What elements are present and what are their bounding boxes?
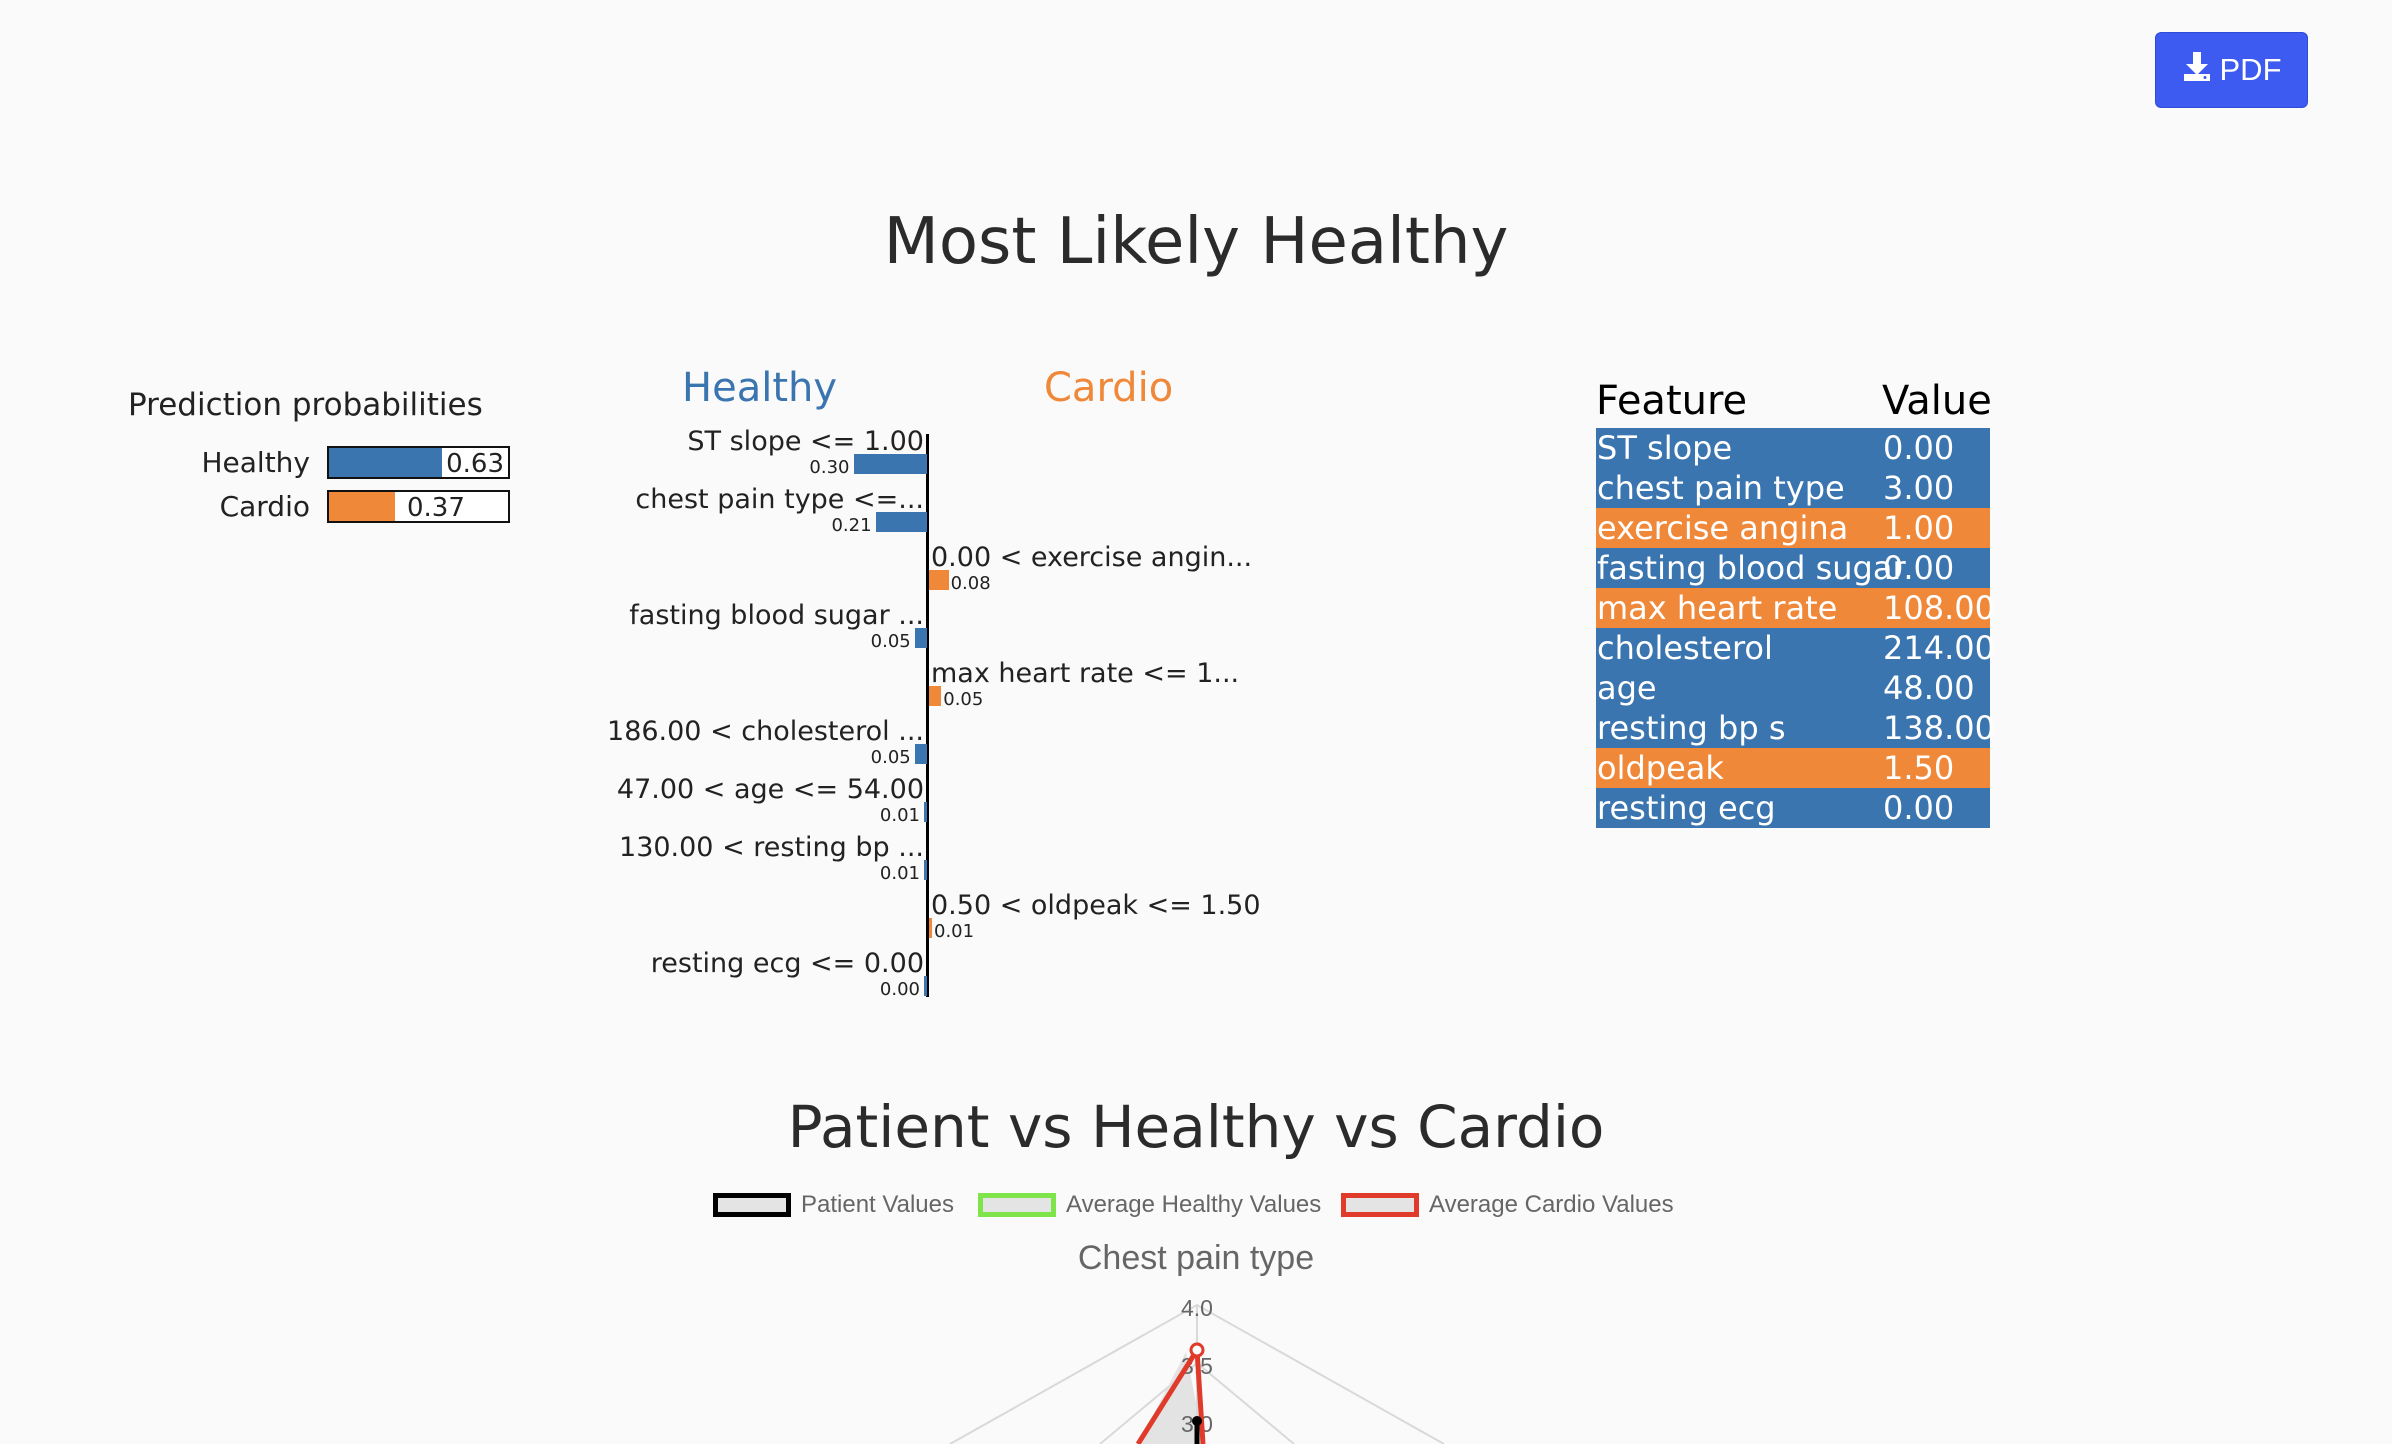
explanation-value: 0.08 [950,573,991,594]
feature-name: age [1597,669,1657,707]
feature-value: 3.00 [1883,469,1955,507]
legend-swatch [1341,1193,1419,1217]
explanation-feature-label: max heart rate <= 1... [931,658,1240,689]
feature-name: exercise angina [1597,509,1849,547]
feature-table-row: max heart rate 108.00 [1596,588,1995,628]
explanation-feature-label: 47.00 < age <= 54.00 [616,774,924,805]
feature-value: 1.00 [1883,509,1955,547]
feature-column-header: Feature [1596,378,1748,424]
probability-bar-fill [329,448,442,477]
feature-table-row: exercise angina 1.00 [1596,508,1990,548]
feature-value: 214.00 [1883,629,1995,667]
radar-cardio-point [1189,1342,1205,1358]
explanation-value: 0.01 [879,805,920,826]
probabilities-title: Prediction probabilities [128,387,483,423]
explanation-bar [929,918,932,938]
feature-table-row: cholesterol 214.00 [1596,628,1995,668]
feature-table-row: age 48.00 [1596,668,1990,708]
legend-item[interactable]: Average Healthy Values [978,1191,1321,1219]
feature-table-row: resting ecg 0.00 [1596,788,1990,828]
value-column-header: Value [1882,378,1992,424]
cardio-header: Cardio [1044,365,1174,411]
feature-name: max heart rate [1597,589,1838,627]
probability-label: Cardio [219,490,310,523]
explanation-feature-label: resting ecg <= 0.00 [650,948,924,979]
probability-value: 0.63 [446,449,504,479]
download-icon [2182,50,2212,90]
feature-table-row: chest pain type 3.00 [1596,468,1990,508]
explanation-feature-label: 186.00 < cholesterol ... [607,716,924,747]
explanation-bar [924,976,927,996]
legend-swatch [978,1193,1056,1217]
feature-value: 0.00 [1883,549,1955,587]
radar-patient-point [1192,1416,1202,1426]
explanation-axis-line [926,434,929,997]
radar-chart: 4.0 3.5 3.0 [949,1295,1445,1444]
legend-item[interactable]: Average Cardio Values [1341,1191,1674,1219]
pdf-download-button[interactable]: PDF [2155,32,2308,108]
healthy-header: Healthy [682,365,838,411]
legend-label: Average Cardio Values [1429,1191,1674,1218]
probability-bar: 0.63 [327,446,510,479]
feature-value: 48.00 [1883,669,1975,707]
feature-table-row: ST slope 0.00 [1596,428,1990,468]
feature-table-row: fasting blood sugar 0.00 [1596,548,1990,588]
explanation-value: 0.05 [870,631,911,652]
feature-name: resting ecg [1597,789,1776,827]
explanation-feature-label: ST slope <= 1.00 [687,426,924,457]
explanation-bar [914,628,927,648]
radar-title: Patient vs Healthy vs Cardio [787,1093,1605,1161]
explanation-value: 0.05 [870,747,911,768]
feature-name: cholesterol [1597,629,1773,667]
explanation-feature-label: 0.50 < oldpeak <= 1.50 [931,890,1261,921]
explanation-feature-label: fasting blood sugar ... [629,600,924,631]
probability-value: 0.37 [407,493,465,523]
radar-tick-4-0: 4.0 [1181,1295,1213,1321]
feature-name: fasting blood sugar [1597,549,1906,587]
explanation-bar [914,744,927,764]
feature-name: ST slope [1597,429,1733,467]
feature-table-row: resting bp s 138.00 [1596,708,1995,748]
feature-value: 0.00 [1883,429,1955,467]
feature-table-row: oldpeak 1.50 [1596,748,1990,788]
explanation-value: 0.01 [934,921,975,942]
feature-value: 108.00 [1883,589,1995,627]
legend-label: Average Healthy Values [1066,1191,1322,1218]
feature-name: oldpeak [1597,749,1724,787]
explanation-bar [929,570,949,590]
explanation-value: 0.00 [879,979,920,1000]
explanation-bar [924,860,927,880]
legend-item[interactable]: Patient Values [713,1191,954,1219]
radar-axis-title: Chest pain type [1077,1239,1315,1277]
explanation-value: 0.05 [943,689,984,710]
explanation-feature-label: 130.00 < resting bp ... [619,832,924,863]
explanation-bar [929,686,942,706]
explanation-bar [853,454,927,474]
probability-label: Healthy [201,446,310,479]
probability-bar: 0.37 [327,490,510,523]
feature-name: chest pain type [1597,469,1845,507]
probability-bar-fill [329,492,396,521]
feature-value: 0.00 [1883,789,1955,827]
explanation-feature-label: 0.00 < exercise angin... [931,542,1253,573]
feature-value: 138.00 [1883,709,1995,747]
feature-value: 1.50 [1883,749,1955,787]
explanation-feature-label: chest pain type <=... [635,484,924,515]
legend-label: Patient Values [801,1191,954,1218]
feature-name: resting bp s [1597,709,1786,747]
prediction-title: Most Likely Healthy [883,205,1509,279]
legend-swatch [713,1193,791,1217]
explanation-value: 0.30 [809,457,850,478]
explanation-bar [924,802,927,822]
explanation-value: 0.01 [879,863,920,884]
explanation-value: 0.21 [831,515,872,536]
pdf-button-label: PDF [2219,52,2282,87]
explanation-bar [875,512,927,532]
